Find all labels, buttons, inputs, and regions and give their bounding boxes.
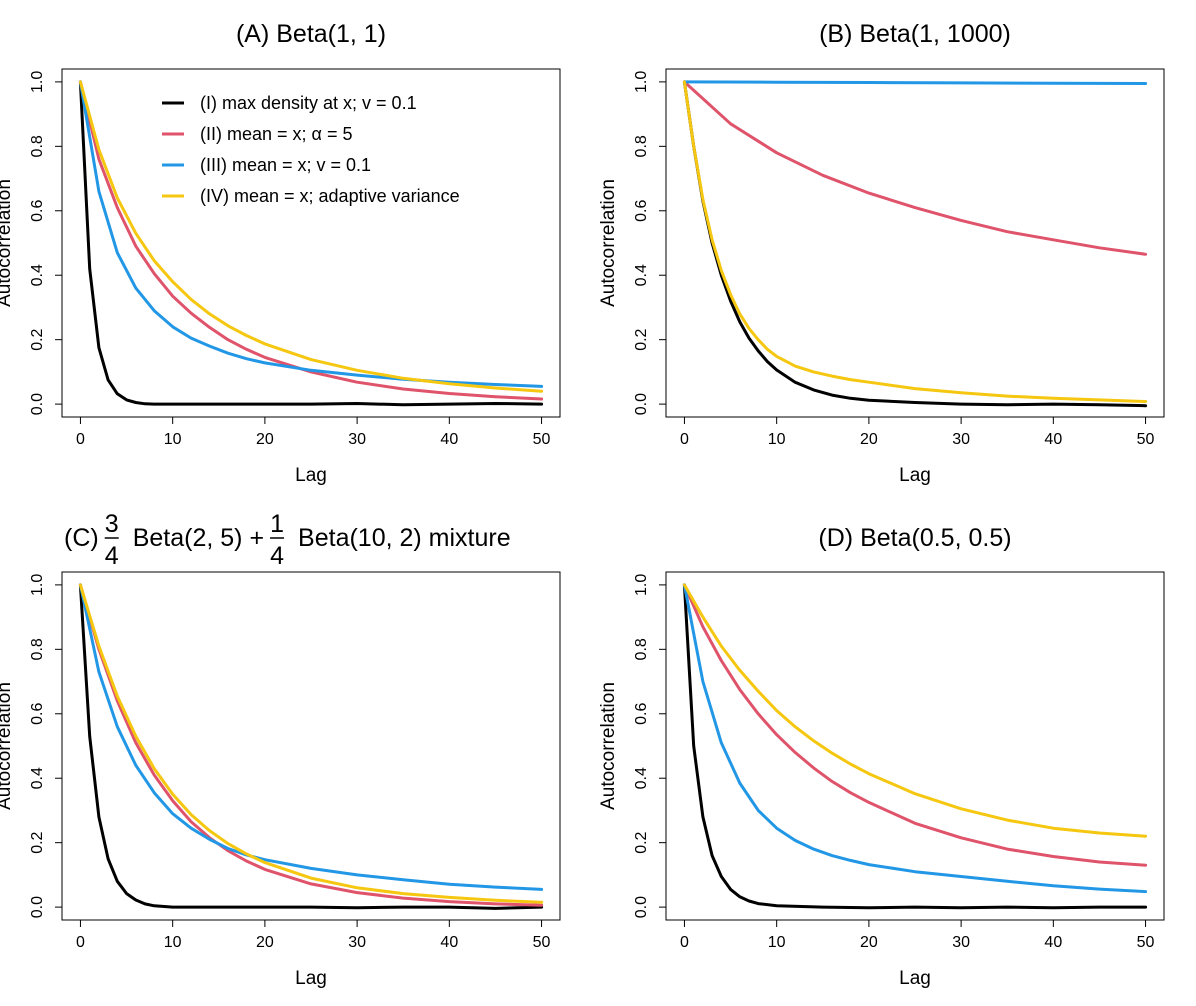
x-tick-label: 10	[768, 934, 786, 951]
y-axis-label: Autocorrelation	[0, 682, 15, 810]
title-fraction-1-numerator: 3	[105, 510, 119, 538]
y-axis-label: Autocorrelation	[598, 682, 619, 810]
x-tick-label: 20	[860, 934, 878, 951]
x-tick-label: 20	[256, 431, 274, 448]
x-tick-label: 30	[952, 934, 970, 951]
x-tick-label: 0	[76, 431, 85, 448]
title-fraction-2-denominator: 4	[270, 542, 284, 570]
x-tick-label: 40	[1044, 431, 1062, 448]
y-tick-label: 0.4	[633, 264, 650, 286]
x-tick-label: 0	[680, 934, 689, 951]
chart-title: (A) Beta(1, 1)	[236, 20, 386, 48]
legend-label-I: (I) max density at x; v = 0.1	[200, 93, 417, 113]
y-tick-label: 0.0	[633, 896, 650, 918]
x-tick-label: 50	[1137, 431, 1155, 448]
y-tick-label: 0.2	[29, 831, 46, 853]
y-tick-label: 0.8	[633, 638, 650, 660]
series-line-IV	[78, 80, 544, 393]
x-tick-label: 50	[1137, 934, 1155, 951]
x-tick-label: 30	[348, 431, 366, 448]
x-tick-label: 10	[164, 431, 182, 448]
series-line-II	[78, 583, 544, 907]
series-line-IV	[78, 583, 544, 904]
legend-label-IV: (IV) mean = x; adaptive variance	[200, 186, 460, 206]
y-tick-label: 0.8	[29, 135, 46, 157]
x-tick-label: 30	[952, 431, 970, 448]
x-tick-label: 20	[256, 934, 274, 951]
x-tick-label: 20	[860, 431, 878, 448]
y-tick-label: 0.8	[633, 135, 650, 157]
y-tick-label: 0.4	[633, 767, 650, 789]
x-tick-label: 10	[768, 431, 786, 448]
y-tick-label: 1.0	[29, 71, 46, 93]
y-tick-label: 1.0	[633, 71, 650, 93]
y-tick-label: 0.6	[29, 200, 46, 222]
title-fraction-2-numerator: 1	[270, 510, 284, 538]
chart-title: (D) Beta(0.5, 0.5)	[818, 524, 1011, 552]
x-axis-label: Lag	[295, 465, 327, 486]
x-axis-label: Lag	[295, 968, 327, 989]
y-tick-label: 1.0	[29, 574, 46, 596]
y-tick-label: 0.2	[633, 328, 650, 350]
y-tick-label: 0.0	[29, 896, 46, 918]
x-tick-label: 0	[680, 431, 689, 448]
title-prefix: (C)	[64, 524, 99, 552]
y-tick-label: 0.8	[29, 638, 46, 660]
x-tick-label: 0	[76, 934, 85, 951]
panel-a: (A) Beta(1, 1) 0 10 20 30 40 50 0.0 0.2 0.4 0.6 0.8…	[0, 20, 561, 486]
x-axis-label: Lag	[899, 465, 931, 486]
x-tick-label: 50	[533, 934, 551, 951]
panel-b: (B) Beta(1, 1000) 0 10 20 30 40 50 0.0 0.2 0.4 0.6…	[598, 20, 1165, 486]
plot-frame	[665, 68, 1165, 418]
y-tick-label: 0.2	[29, 328, 46, 350]
y-axis-label: Autocorrelation	[0, 179, 15, 307]
series-line-I	[682, 583, 1148, 910]
plot-frame	[665, 571, 1165, 921]
series-line-III	[682, 80, 1148, 85]
title-suffix: Beta(10, 2) mixture	[298, 524, 511, 552]
panel-d: (D) Beta(0.5, 0.5) 0 10 20 30 40 50 0.0 0.2 0.4 0.…	[598, 524, 1165, 989]
series-line-II	[682, 583, 1148, 867]
series-line-II	[682, 80, 1148, 256]
y-tick-label: 0.6	[633, 703, 650, 725]
plot-frame	[61, 68, 561, 418]
series-line-IV	[682, 583, 1148, 838]
series-line-I	[78, 583, 544, 910]
x-tick-label: 50	[533, 431, 551, 448]
y-tick-label: 1.0	[633, 574, 650, 596]
x-tick-label: 40	[440, 934, 458, 951]
y-tick-label: 0.0	[633, 393, 650, 415]
title-fraction-1-denominator: 4	[105, 542, 119, 570]
y-tick-label: 0.0	[29, 393, 46, 415]
x-tick-label: 40	[1044, 934, 1062, 951]
series-line-III	[682, 583, 1148, 894]
x-tick-label: 30	[348, 934, 366, 951]
y-axis-label: Autocorrelation	[598, 179, 619, 307]
y-tick-label: 0.4	[29, 264, 46, 286]
series-line-IV	[682, 80, 1148, 403]
plot-frame	[61, 571, 561, 921]
legend-label-II: (II) mean = x; α = 5	[200, 124, 352, 144]
legend-label-III: (III) mean = x; v = 0.1	[200, 155, 371, 175]
series-line-II	[78, 80, 544, 401]
series-line-I	[78, 80, 544, 407]
y-tick-label: 0.6	[29, 703, 46, 725]
y-tick-label: 0.2	[633, 831, 650, 853]
y-tick-label: 0.4	[29, 767, 46, 789]
x-tick-label: 10	[164, 934, 182, 951]
legend: (I) max density at x; v = 0.1 (II) mean =…	[162, 93, 460, 206]
series-line-III	[78, 583, 544, 891]
y-tick-label: 0.6	[633, 200, 650, 222]
x-axis-label: Lag	[899, 968, 931, 989]
chart-title: (B) Beta(1, 1000)	[819, 20, 1011, 48]
x-tick-label: 40	[440, 431, 458, 448]
title-middle: Beta(2, 5) +	[133, 524, 264, 552]
